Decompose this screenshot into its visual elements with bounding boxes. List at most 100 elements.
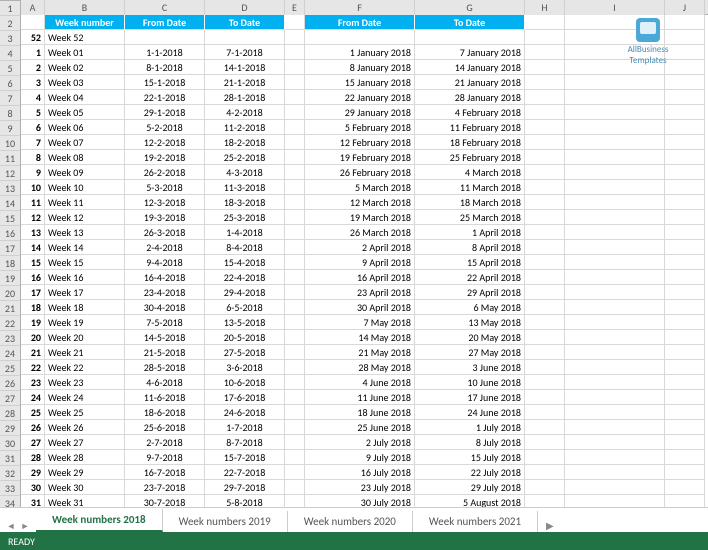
row-header-27[interactable]: 27 <box>0 391 20 406</box>
cell-week-index[interactable]: 11 <box>21 195 45 210</box>
cell-gap[interactable] <box>285 165 305 180</box>
cell-week-index[interactable]: 18 <box>21 300 45 315</box>
sheet-tab[interactable]: Week numbers 2018 <box>36 509 163 532</box>
cell-blank-i[interactable] <box>565 330 665 345</box>
cell-to-short[interactable]: 1-4-2018 <box>205 225 285 240</box>
sheet-tab[interactable]: Week numbers 2021 <box>413 511 538 532</box>
cell-to-short[interactable]: 4-3-2018 <box>205 165 285 180</box>
cell-gap[interactable] <box>285 495 305 507</box>
column-header-H[interactable]: H <box>525 0 565 15</box>
cell-to-long[interactable]: 15 April 2018 <box>415 255 525 270</box>
row-header-14[interactable]: 14 <box>0 196 20 211</box>
cell-to-short[interactable]: 7-1-2018 <box>205 45 285 60</box>
cell-to-long[interactable]: 11 March 2018 <box>415 180 525 195</box>
cell-from-long[interactable]: 22 January 2018 <box>305 90 415 105</box>
row-header-7[interactable]: 7 <box>0 91 20 106</box>
cell-blank-h[interactable] <box>525 180 565 195</box>
cell-week-label[interactable]: Week 14 <box>45 240 125 255</box>
cell-from-short[interactable]: 16-7-2018 <box>125 465 205 480</box>
cell-blank-j[interactable] <box>665 75 705 90</box>
cell-blank-i[interactable] <box>565 465 665 480</box>
row-header-3[interactable]: 3 <box>0 31 20 46</box>
cell-week-index[interactable]: 22 <box>21 360 45 375</box>
row-header-28[interactable]: 28 <box>0 406 20 421</box>
row-header-13[interactable]: 13 <box>0 181 20 196</box>
cell-blank-j[interactable] <box>665 240 705 255</box>
cell-from-short[interactable]: 30-7-2018 <box>125 495 205 507</box>
cell-blank-h[interactable] <box>525 120 565 135</box>
cell-to-short[interactable]: 29-7-2018 <box>205 480 285 495</box>
cell-to-short[interactable]: 25-2-2018 <box>205 150 285 165</box>
cell-blank-j[interactable] <box>665 225 705 240</box>
column-header-A[interactable]: A <box>21 0 45 15</box>
cell-blank-j[interactable] <box>665 150 705 165</box>
cell-week-index[interactable]: 27 <box>21 435 45 450</box>
cell-week-label[interactable]: Week 12 <box>45 210 125 225</box>
cell-blank-j[interactable] <box>665 390 705 405</box>
row-header-34[interactable]: 34 <box>0 496 20 507</box>
cell-week-index[interactable]: 15 <box>21 255 45 270</box>
cell-week-label[interactable]: Week 24 <box>45 390 125 405</box>
header-to-date-1[interactable]: To Date <box>205 15 285 30</box>
cell-from-long[interactable]: 28 May 2018 <box>305 360 415 375</box>
cell-blank-j[interactable] <box>665 135 705 150</box>
header-from-date-2[interactable]: From Date <box>305 15 415 30</box>
cell-to-long[interactable]: 25 February 2018 <box>415 150 525 165</box>
row-header-2[interactable]: 2 <box>0 16 20 31</box>
cell-blank-j[interactable] <box>665 195 705 210</box>
cell-to-short[interactable]: 15-7-2018 <box>205 450 285 465</box>
cell-to-short[interactable]: 24-6-2018 <box>205 405 285 420</box>
cell-from-long[interactable]: 5 February 2018 <box>305 120 415 135</box>
cell-from-short[interactable]: 22-1-2018 <box>125 90 205 105</box>
cell-from-short[interactable]: 19-2-2018 <box>125 150 205 165</box>
cell-from-short[interactable]: 9-7-2018 <box>125 450 205 465</box>
cell-from-short[interactable]: 28-5-2018 <box>125 360 205 375</box>
cell-week-label[interactable]: Week 31 <box>45 495 125 507</box>
cell-blank-h[interactable] <box>525 60 565 75</box>
cell-from-long[interactable]: 12 March 2018 <box>305 195 415 210</box>
cell-blank-j[interactable] <box>665 480 705 495</box>
cell-blank-i[interactable] <box>565 285 665 300</box>
header-to-date-2[interactable]: To Date <box>415 15 525 30</box>
cell-blank-i[interactable] <box>565 75 665 90</box>
cell-to-short[interactable]: 10-6-2018 <box>205 375 285 390</box>
cell-to-short[interactable]: 20-5-2018 <box>205 330 285 345</box>
cell-week-index[interactable]: 26 <box>21 420 45 435</box>
cell-blank-h[interactable] <box>525 255 565 270</box>
row-header-23[interactable]: 23 <box>0 331 20 346</box>
cell-from-long[interactable]: 12 February 2018 <box>305 135 415 150</box>
cell-gap[interactable] <box>285 75 305 90</box>
cell-week-label[interactable]: Week 52 <box>45 30 125 45</box>
cell-week-index[interactable]: 16 <box>21 270 45 285</box>
cell-from-short[interactable]: 1-1-2018 <box>125 45 205 60</box>
cell-week-index[interactable]: 31 <box>21 495 45 507</box>
cell-week-label[interactable]: Week 02 <box>45 60 125 75</box>
cell-blank-i[interactable] <box>565 150 665 165</box>
cell-gap[interactable] <box>285 285 305 300</box>
cell-from-short[interactable]: 30-4-2018 <box>125 300 205 315</box>
cell-to-long[interactable]: 14 January 2018 <box>415 60 525 75</box>
cell-blank-i[interactable] <box>565 390 665 405</box>
cell-to-long[interactable]: 29 July 2018 <box>415 480 525 495</box>
cell-to-short[interactable]: 3-6-2018 <box>205 360 285 375</box>
column-header-I[interactable]: I <box>565 0 665 15</box>
cell-to-long[interactable]: 24 June 2018 <box>415 405 525 420</box>
cell-week-index[interactable]: 17 <box>21 285 45 300</box>
cell-gap[interactable] <box>285 315 305 330</box>
cell-week-label[interactable]: Week 08 <box>45 150 125 165</box>
cell-week-index[interactable]: 28 <box>21 450 45 465</box>
cell-week-label[interactable]: Week 16 <box>45 270 125 285</box>
cell-blank-i[interactable] <box>565 225 665 240</box>
cell-from-short[interactable]: 14-5-2018 <box>125 330 205 345</box>
cell-blank-h[interactable] <box>525 405 565 420</box>
row-header-21[interactable]: 21 <box>0 301 20 316</box>
cell-to-long[interactable]: 11 February 2018 <box>415 120 525 135</box>
cell-gap[interactable] <box>285 135 305 150</box>
cell-to-long[interactable]: 1 April 2018 <box>415 225 525 240</box>
cell-to-long[interactable]: 10 June 2018 <box>415 375 525 390</box>
cell-E1[interactable] <box>285 15 305 30</box>
row-header-9[interactable]: 9 <box>0 121 20 136</box>
cell-from-long[interactable]: 29 January 2018 <box>305 105 415 120</box>
cell-week-index[interactable]: 20 <box>21 330 45 345</box>
cell-to-short[interactable]: 22-7-2018 <box>205 465 285 480</box>
